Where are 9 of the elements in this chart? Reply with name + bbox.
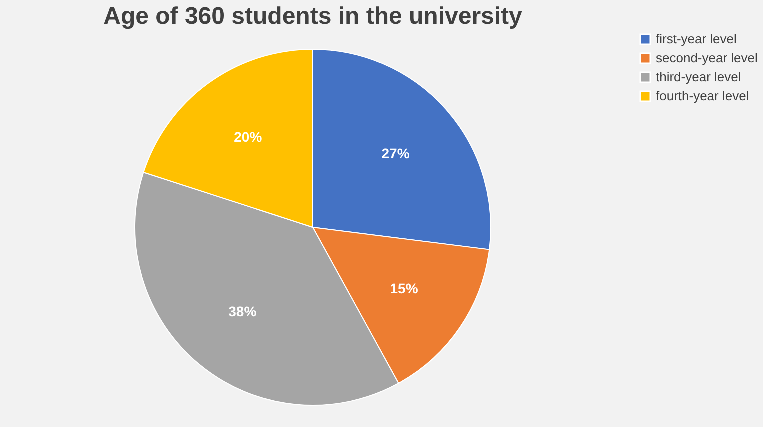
chart-title: Age of 360 students in the university	[104, 3, 524, 30]
legend-label: first-year level	[656, 32, 738, 46]
data-label: 27%	[382, 146, 410, 162]
data-label: 15%	[390, 280, 419, 297]
legend-label: fourth-year level	[656, 88, 750, 104]
legend-label: third-year level	[656, 70, 742, 84]
data-label: 38%	[228, 304, 258, 320]
legend-label: second-year level	[656, 50, 758, 66]
data-label: 20%	[234, 129, 263, 146]
